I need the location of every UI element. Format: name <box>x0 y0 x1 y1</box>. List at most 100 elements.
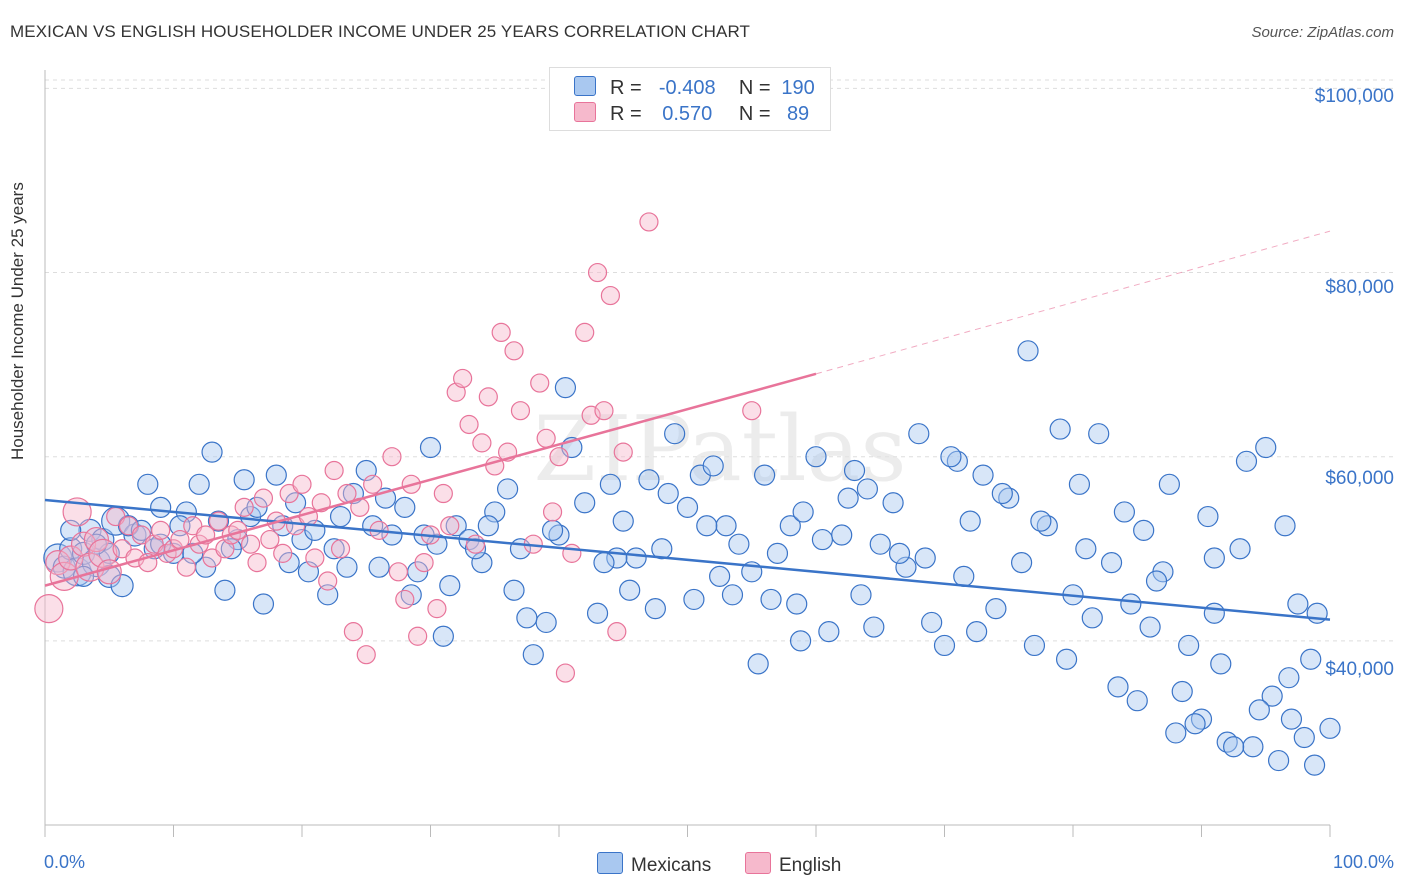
mexicans-point <box>1178 634 1200 657</box>
mexicans-point <box>856 478 879 500</box>
english-point <box>151 520 171 540</box>
mexicans-point <box>1255 436 1277 459</box>
mexicans-point <box>439 575 461 597</box>
mexicans-point <box>464 538 487 560</box>
english-point <box>575 322 595 343</box>
mexicans-point <box>265 464 287 486</box>
legend-r-value: -0.408 <box>658 77 716 99</box>
mexicans-point <box>1203 547 1225 569</box>
mexicans-point <box>1319 717 1341 739</box>
mexicans-point <box>323 538 345 560</box>
english-point <box>465 534 486 554</box>
mexicans-point <box>651 538 673 560</box>
mexicans-point <box>619 579 641 601</box>
mexicans-point <box>484 501 506 523</box>
mexicans-point <box>1223 736 1245 758</box>
mexicans-point <box>696 515 718 537</box>
english-point <box>176 557 196 577</box>
mexicans-point <box>593 551 615 574</box>
mexicans-point <box>921 611 943 634</box>
mexicans-point <box>779 515 801 537</box>
mexicans-point <box>503 579 525 601</box>
mexicans-point <box>445 515 467 537</box>
english-point <box>305 548 325 568</box>
english-point <box>414 552 434 573</box>
mexicans-point <box>1274 515 1296 537</box>
mexicans-point <box>940 446 962 468</box>
mexicans-point <box>702 455 724 477</box>
mexicans-point <box>843 459 866 482</box>
chart-title: MEXICAN VS ENGLISH HOUSEHOLDER INCOME UN… <box>10 22 751 41</box>
mexicans-point <box>1081 607 1103 629</box>
source-label: Source: ZipAtlas.com <box>1251 24 1394 41</box>
english-point <box>613 442 633 462</box>
english-point <box>607 622 627 642</box>
mexicans-point <box>644 598 666 620</box>
english-point <box>234 497 254 517</box>
mexicans-point <box>477 515 499 537</box>
mexicans-point <box>586 602 609 624</box>
mexicans-point <box>818 621 840 643</box>
mexicans-point <box>1184 713 1206 735</box>
mexicans-point <box>1303 754 1326 776</box>
y-tick-label: $100,000 <box>1314 86 1394 107</box>
mexicans-point <box>908 423 930 445</box>
y-tick-label: $60,000 <box>1325 468 1394 489</box>
mexicans-point <box>612 510 634 532</box>
mexicans-point <box>394 496 416 518</box>
mexicans-point <box>599 473 622 495</box>
mexicans-point <box>150 496 172 518</box>
mexicans-point <box>1030 510 1052 532</box>
english-point <box>478 387 498 407</box>
mexicans-point <box>1010 551 1033 574</box>
mexicans-point <box>336 556 358 578</box>
mexicans-point <box>220 538 242 560</box>
mexicans-point <box>914 547 936 569</box>
mexicans-point <box>554 377 577 399</box>
english-point <box>382 447 402 467</box>
english-point <box>510 401 531 421</box>
mexicans-point <box>1171 680 1193 703</box>
legend-n-label: N = <box>738 77 771 99</box>
mexicans-point <box>1139 616 1161 638</box>
mexicans-point <box>721 584 744 606</box>
mexicans-point <box>985 598 1007 620</box>
english-point <box>433 483 453 504</box>
mexicans-point <box>1280 708 1303 730</box>
mexicans-point <box>1203 602 1225 624</box>
mexicans-point <box>1107 676 1129 698</box>
mexicans-swatch-icon <box>574 76 596 96</box>
english-trend-line <box>44 372 817 587</box>
mexicans-point <box>188 473 210 495</box>
mexicans-point <box>1120 593 1142 615</box>
mexicans-point <box>1133 519 1155 541</box>
mexicans-point <box>933 634 956 657</box>
mexicans-point <box>1242 736 1264 758</box>
mexicans-point <box>953 565 975 588</box>
english-point <box>555 663 576 683</box>
bottom-legend-mexicans-label: Mexicans <box>631 855 712 876</box>
english-point <box>562 543 582 563</box>
mexicans-point <box>972 464 994 486</box>
bottom-legend-mexicans: Mexicans <box>597 852 711 877</box>
mexicans-point <box>1017 340 1039 362</box>
mexicans-point <box>1088 423 1110 445</box>
mexicans-point <box>1055 648 1078 670</box>
mexicans-point <box>1287 593 1309 615</box>
mexicans-point <box>535 611 557 634</box>
english-point <box>504 341 524 361</box>
english-point <box>427 599 447 619</box>
mexicans-point <box>728 533 750 555</box>
mexicans-point <box>1235 450 1258 472</box>
mexicans-point <box>1145 570 1168 592</box>
mexicans-point <box>831 524 853 546</box>
y-tick-label: $40,000 <box>1325 659 1394 680</box>
english-point <box>96 559 122 585</box>
mexicans-point <box>1158 473 1180 495</box>
mexicans-point <box>400 584 422 606</box>
mexicans-point <box>888 542 911 564</box>
english-point <box>459 414 479 435</box>
y-tick-label: $80,000 <box>1325 277 1394 298</box>
mexicans-point <box>625 547 647 569</box>
legend-row-english: R = 0.570 N = 89 <box>574 102 820 126</box>
